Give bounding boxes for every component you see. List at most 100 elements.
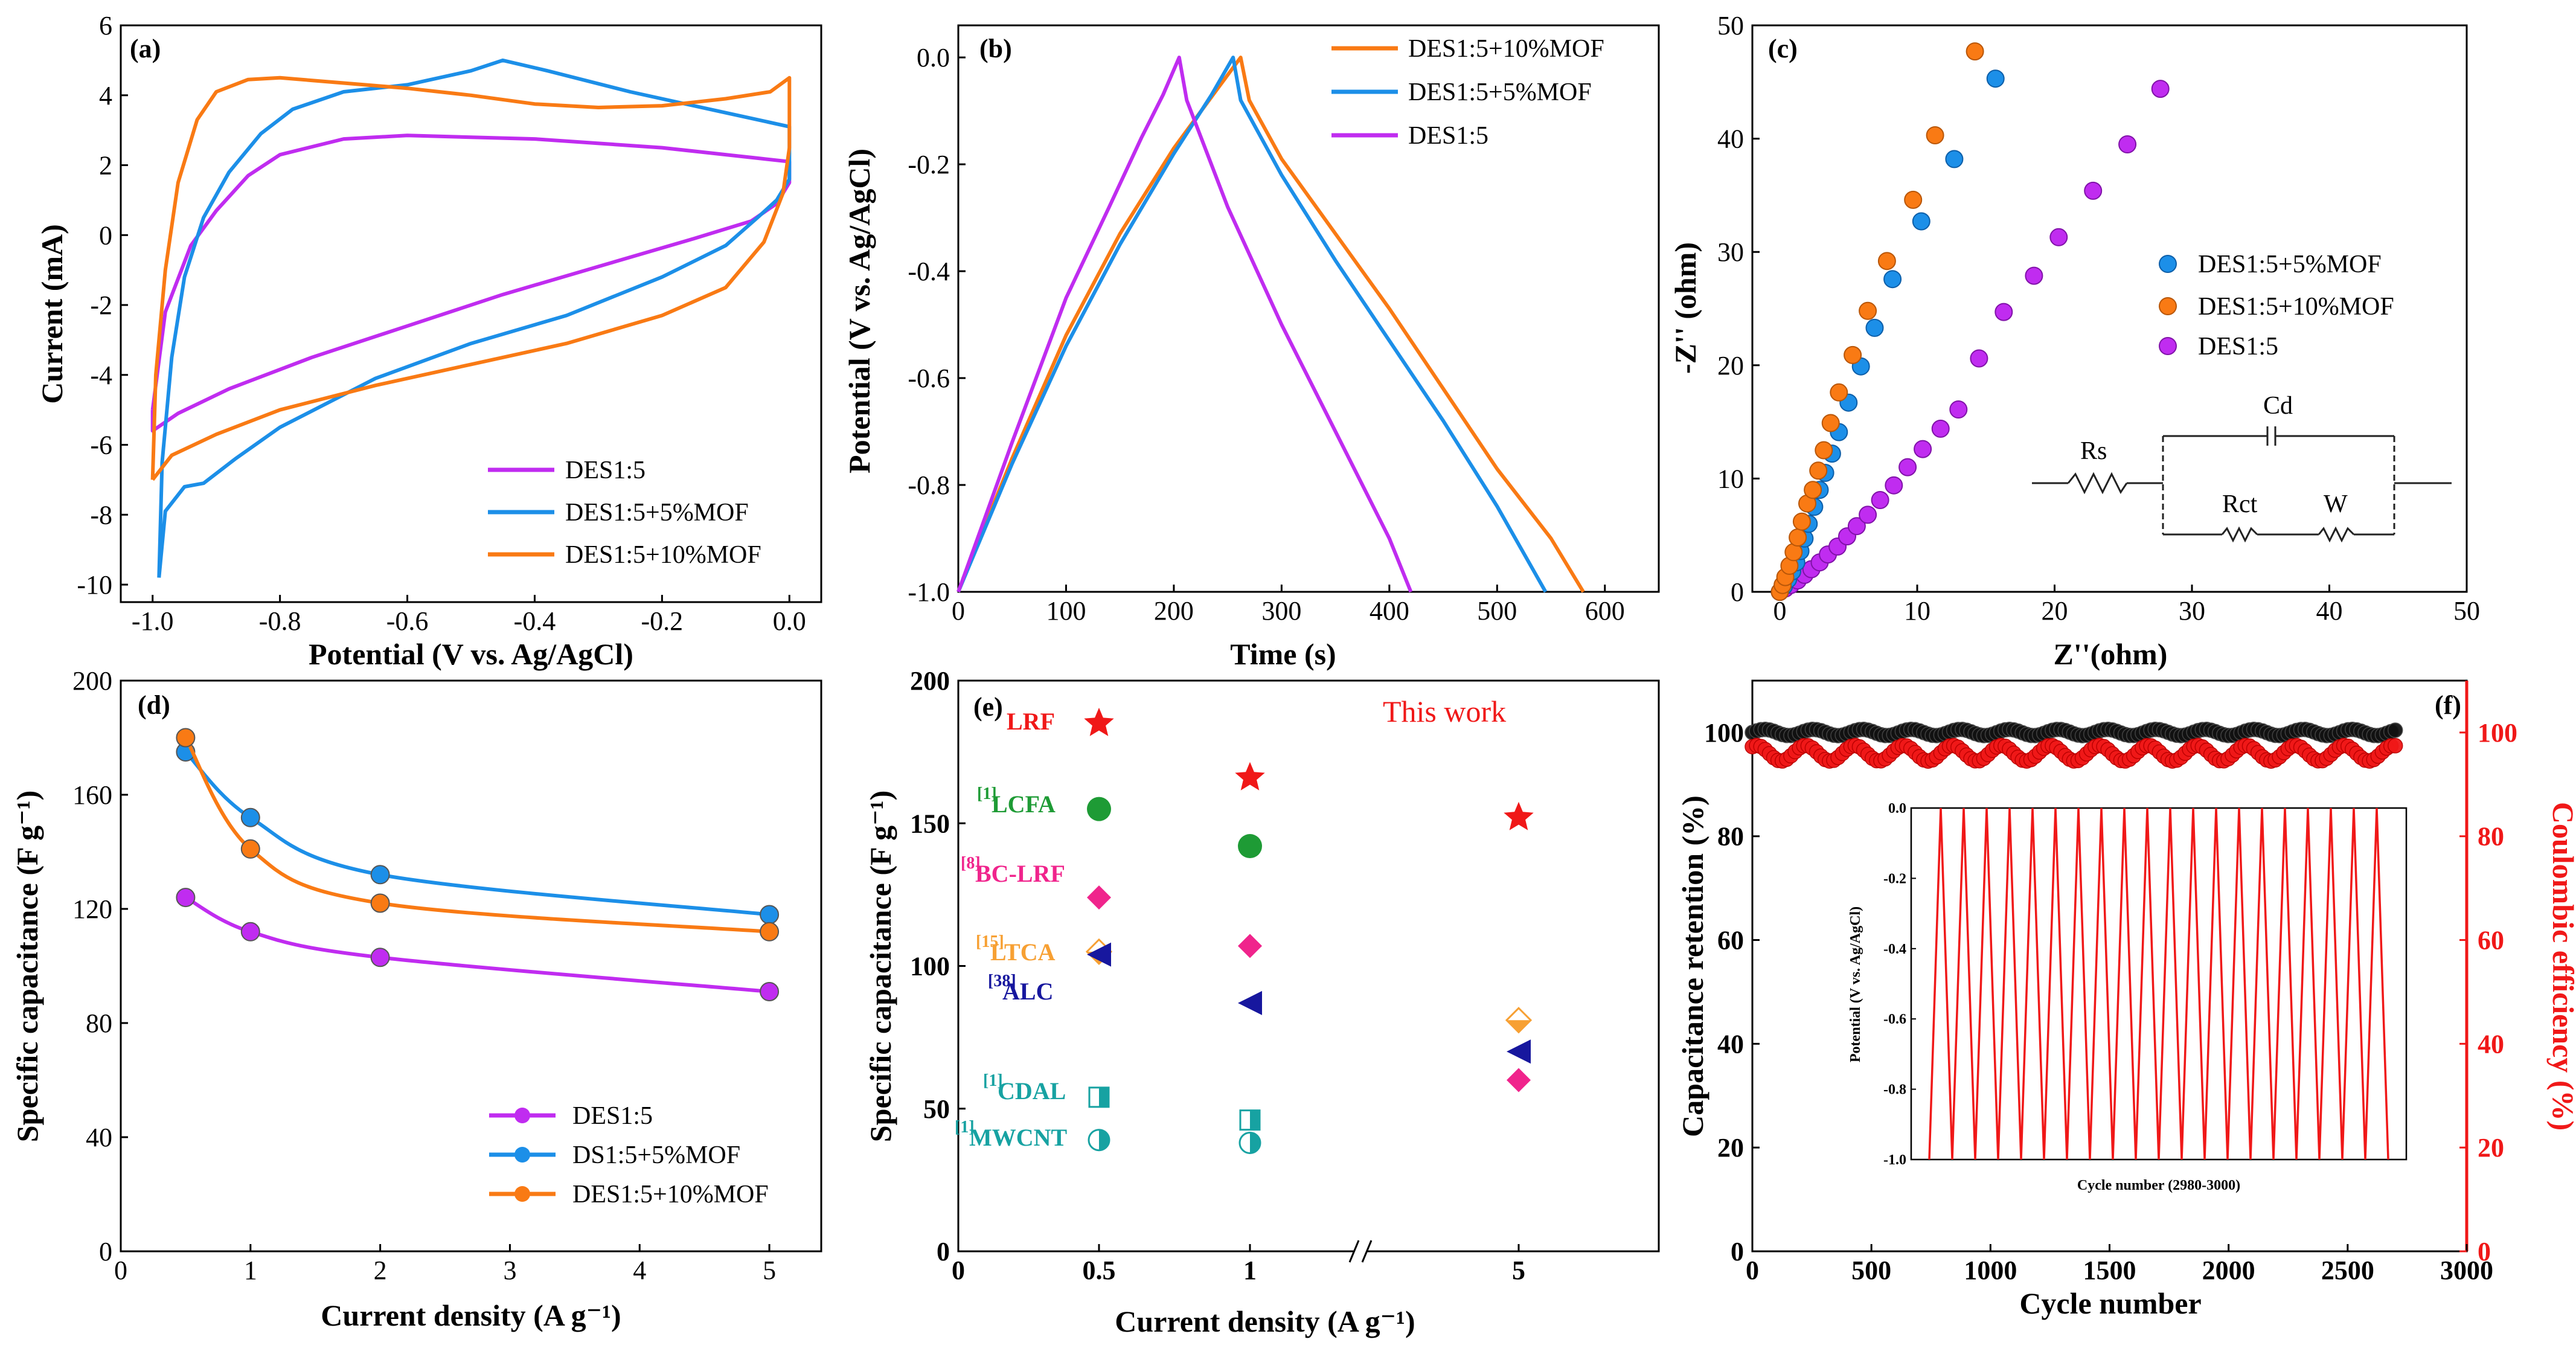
x-tick-label: 0 (952, 1256, 965, 1285)
panel-a-ylabel: Current (mA) (35, 224, 69, 404)
panel-b-ylabel: Potential (V vs. Ag/AgCl) (842, 149, 876, 473)
y-tick-label: 0 (1731, 1237, 1744, 1266)
panel-b-frame (957, 24, 1660, 593)
y-tick-label: -2 (90, 290, 112, 320)
inset-y-tick-label: 0.0 (1888, 801, 1906, 816)
nyquist-point-purple (2025, 266, 2043, 285)
panel-d-frame (120, 679, 822, 1253)
nyquist-point-blue (1883, 270, 1902, 289)
y-tick-label: 150 (910, 809, 950, 838)
panel-f-label: (f) (2435, 690, 2461, 720)
series-label: LRF (1007, 708, 1055, 735)
cycle-point-black (2387, 722, 2403, 738)
panel-c: (c) 0 10 20 30 40 50 0 10 20 30 40 50 Z''(ohm) -Z''… (1668, 11, 2480, 671)
nyquist-point-orange (1877, 252, 1896, 271)
panel-f-series (1745, 722, 2403, 769)
panel-b-legend-3: DES1:5 (1408, 122, 1488, 150)
y-tick-label: 120 (72, 894, 112, 924)
marker-circle (1238, 834, 1262, 859)
x-tick-label: 600 (1585, 596, 1625, 626)
x-tick-label: 3 (503, 1256, 516, 1285)
rate-point-purple (760, 982, 780, 1001)
panel-a-label: (a) (130, 34, 161, 63)
y-tick-label: 20 (1717, 351, 1744, 380)
marker-diamond (1087, 885, 1111, 910)
inset-y-tick-label: -1.0 (1883, 1152, 1906, 1168)
y-tick-label: -4 (90, 361, 112, 390)
inset-charge-discharge-curve (1928, 807, 2389, 1160)
series-label: LCFA (992, 791, 1056, 818)
x-tick-label: 5 (1512, 1256, 1525, 1285)
rate-point-purple (370, 948, 390, 967)
rate-point-purple (176, 888, 196, 908)
y-tick-label: 6 (99, 11, 112, 40)
axis-break-gap (1354, 1243, 1367, 1260)
nyquist-point-purple (2151, 80, 2170, 98)
y-tick-label: -1.0 (908, 577, 950, 607)
marker-diamond (1238, 934, 1262, 958)
x-tick-label: 500 (1477, 596, 1517, 626)
panel-c-series (1770, 42, 2170, 601)
ref-number: [1] (977, 784, 997, 803)
series-label: BC-LRF (975, 860, 1065, 887)
y2-tick-label: 100 (2478, 718, 2517, 748)
y2-tick-label: 0 (2478, 1237, 2491, 1266)
circuit-label-rs: Rs (2080, 437, 2107, 465)
panel-c-ylabel: -Z'' (ohm) (1668, 242, 1702, 374)
y-tick-label: 4 (99, 81, 112, 111)
panel-c-legend-2: DES1:5+10%MOF (2198, 293, 2394, 321)
x-tick-label: -0.6 (386, 606, 429, 636)
marker-triangle-left (1238, 990, 1262, 1015)
ref-number: [1] (983, 1071, 1003, 1090)
panel-e-frame (957, 679, 1660, 1253)
x-tick-label: 2000 (2202, 1256, 2255, 1285)
x-tick-label: 20 (2042, 596, 2068, 626)
series-label: ALC (1002, 978, 1053, 1005)
y-tick-label: -0.6 (908, 364, 950, 393)
x-tick-label: 0 (952, 596, 965, 626)
nyquist-point-purple (1847, 517, 1866, 536)
panel-d-legend-2: DS1:5+5%MOF (572, 1141, 740, 1169)
cv-curve-purple (150, 133, 792, 433)
y-tick-label: -10 (77, 570, 112, 600)
panel-e-ylabel: Specific capacitance (F g⁻¹) (863, 791, 897, 1142)
panel-e-xlabel: Current density (A g⁻¹) (1115, 1304, 1415, 1338)
nyquist-point-orange (1821, 414, 1840, 432)
panel-f-ylabel: Capacitance retention (%) (1676, 795, 1709, 1137)
x-tick-label: -0.4 (514, 606, 556, 636)
inset-y-tick-label: -0.6 (1883, 1012, 1906, 1027)
nyquist-point-blue (1865, 318, 1884, 337)
y2-tick-label: 80 (2478, 822, 2504, 852)
panel-e-series (1084, 707, 1534, 1154)
panel-f-ylabel2: Coulombic efficiency (%) (2546, 802, 2576, 1131)
nyquist-point-orange (1904, 190, 1923, 209)
marker-star (1235, 762, 1265, 791)
rate-point-orange (176, 728, 196, 748)
panel-d-ylabel: Specific capacitance (F g⁻¹) (10, 791, 44, 1142)
marker-square-half-fill (1099, 1087, 1109, 1107)
x-tick-label: 300 (1261, 596, 1301, 626)
nyquist-point-orange (1809, 461, 1828, 480)
inset-y-tick-label: -0.2 (1883, 871, 1906, 887)
ref-number: [38] (988, 972, 1016, 990)
nyquist-point-orange (1792, 512, 1811, 531)
ref-number: [8] (961, 854, 981, 873)
rate-point-purple (240, 922, 260, 942)
rate-point-blue (370, 865, 390, 885)
panel-a-legend-3: DES1:5+10%MOF (565, 541, 761, 569)
nyquist-point-purple (1931, 419, 1950, 438)
inset-xlabel: Cycle number (2980-3000) (2077, 1178, 2240, 1193)
series-label: LTCA (990, 938, 1056, 966)
panel-d-legend: DES1:5 DS1:5+5%MOF DES1:5+10%MOF (489, 1102, 769, 1208)
panel-f-inset: 0.0 -0.2 -0.4 -0.6 -0.8 -1.0 Cycle number (29… (1848, 801, 2408, 1193)
nyquist-point-purple (2049, 228, 2068, 246)
y-tick-label: -0.2 (908, 150, 950, 179)
y-tick-label: 50 (1717, 11, 1744, 40)
panel-c-legend: DES1:5+5%MOF DES1:5+10%MOF DES1:5 (2159, 251, 2394, 361)
y-tick-label: 30 (1717, 237, 1744, 267)
rate-point-orange (240, 839, 260, 859)
y-tick-label: 0 (99, 220, 112, 250)
